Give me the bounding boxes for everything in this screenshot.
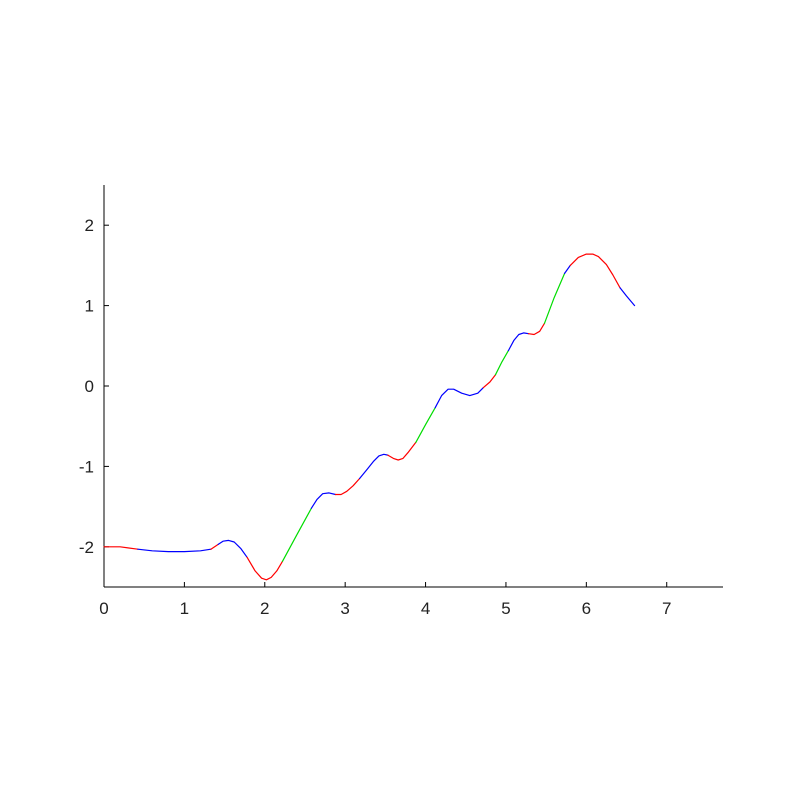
x-tick-label: 5: [501, 599, 510, 618]
series-segment-green: [281, 507, 312, 562]
series-segment-red: [527, 322, 546, 336]
series-segment-blue: [507, 332, 530, 352]
series-segment-blue: [563, 264, 571, 274]
series-segment-blue: [359, 453, 389, 480]
x-tick-label: 2: [260, 599, 269, 618]
series-segment-red: [210, 543, 219, 550]
series-segment-green: [494, 350, 509, 376]
y-tick-label: -1: [79, 457, 94, 476]
x-tick-label: 4: [421, 599, 430, 618]
series-segment-red: [103, 546, 139, 550]
y-tick-label: -2: [79, 538, 94, 557]
series-segment-blue: [310, 492, 337, 509]
y-tick-label: 1: [85, 297, 94, 316]
x-tick-label: 0: [99, 599, 108, 618]
x-tick-label: 3: [340, 599, 349, 618]
series-layer: [103, 253, 636, 581]
series-segment-red: [482, 374, 497, 389]
x-tick-label: 1: [180, 599, 189, 618]
series-segment-blue: [137, 548, 212, 553]
y-tick-label: 2: [85, 216, 94, 235]
axes: 0 1 2 3 4 5 6 7 -2 -1 0 1 2: [79, 185, 723, 618]
series-segment-red: [246, 556, 284, 581]
series-segment-red: [387, 441, 417, 461]
x-tick-label: 7: [662, 599, 671, 618]
series-segment-red: [334, 477, 361, 496]
x-tick-label: 6: [582, 599, 591, 618]
series-segment-blue: [619, 287, 636, 307]
y-tick-label: 0: [85, 377, 94, 396]
series-segment-green: [415, 407, 436, 443]
series-segment-red: [569, 253, 621, 289]
series-segment-blue: [217, 539, 248, 558]
series-segment-green: [543, 272, 566, 324]
series-segment-blue: [434, 387, 484, 409]
